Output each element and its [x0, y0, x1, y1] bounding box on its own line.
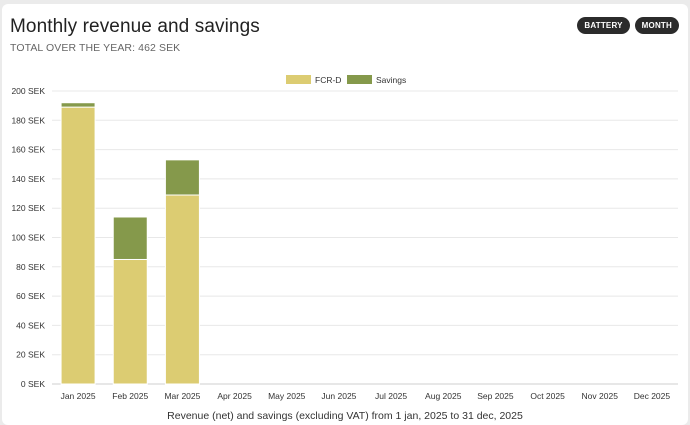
bar-savings[interactable] — [164, 159, 200, 196]
x-tick-label: Feb 2025 — [112, 391, 148, 401]
y-tick-label: 140 SEK — [11, 174, 45, 184]
y-tick-label: 60 SEK — [16, 291, 45, 301]
y-tick-label: 120 SEK — [11, 203, 45, 213]
bar-fcr-d[interactable] — [112, 258, 148, 385]
y-tick-label: 80 SEK — [16, 262, 45, 272]
y-tick-label: 180 SEK — [11, 115, 45, 125]
x-tick-label: Nov 2025 — [582, 391, 619, 401]
x-tick-label: Jun 2025 — [321, 391, 356, 401]
legend-label[interactable]: Savings — [376, 75, 406, 85]
bar-fcr-d[interactable] — [164, 194, 200, 385]
x-tick-label: Aug 2025 — [425, 391, 462, 401]
x-tick-label: Sep 2025 — [477, 391, 514, 401]
battery-button[interactable]: BATTERY — [577, 17, 630, 34]
y-tick-label: 160 SEK — [11, 145, 45, 155]
y-tick-label: 20 SEK — [16, 350, 45, 360]
legend-swatch[interactable] — [347, 75, 372, 84]
legend-label[interactable]: FCR-D — [315, 75, 341, 85]
x-tick-label: May 2025 — [268, 391, 306, 401]
month-button[interactable]: MONTH — [634, 17, 679, 34]
x-tick-label: Mar 2025 — [164, 391, 200, 401]
y-tick-label: 200 SEK — [11, 86, 45, 96]
view-toggles: BATTERY MONTH — [577, 17, 679, 34]
x-tick-label: Apr 2025 — [217, 391, 252, 401]
y-tick-label: 100 SEK — [11, 233, 45, 243]
bar-savings[interactable] — [112, 216, 148, 260]
legend-swatch[interactable] — [286, 75, 311, 84]
total-summary: TOTAL OVER THE YEAR: 462 SEK — [10, 42, 181, 54]
y-tick-label: 40 SEK — [16, 320, 45, 330]
bar-savings[interactable] — [60, 102, 96, 108]
y-tick-label: 0 SEK — [21, 379, 45, 389]
x-tick-label: Dec 2025 — [634, 391, 671, 401]
chart-caption: Revenue (net) and savings (excluding VAT… — [167, 410, 523, 422]
x-tick-label: Jan 2025 — [61, 391, 96, 401]
page-title: Monthly revenue and savings — [10, 16, 260, 37]
bar-fcr-d[interactable] — [60, 106, 96, 385]
x-tick-label: Oct 2025 — [530, 391, 565, 401]
x-tick-label: Jul 2025 — [375, 391, 407, 401]
